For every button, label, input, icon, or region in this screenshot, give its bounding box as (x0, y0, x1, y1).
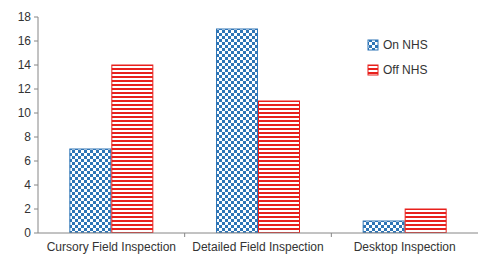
bar (112, 65, 153, 233)
y-tick-label: 0 (24, 226, 31, 240)
legend: On NHS Off NHS (368, 38, 428, 77)
chart-svg: 0 2 4 6 8 10 12 14 16 18 Cursory Field Inspection D… (0, 0, 480, 270)
legend-swatch (368, 40, 378, 50)
x-tick (184, 233, 185, 237)
y-tick (34, 233, 38, 234)
y-tick (34, 137, 38, 138)
y-tick-label: 14 (18, 58, 32, 72)
y-tick-label: 12 (18, 82, 32, 96)
x-axis (38, 233, 478, 234)
y-tick-label: 18 (18, 10, 32, 24)
bars (70, 29, 446, 233)
y-tick (34, 113, 38, 114)
y-tick-label: 10 (18, 106, 32, 120)
bar (70, 149, 111, 233)
bar (217, 29, 258, 233)
y-axis (38, 17, 39, 233)
y-tick (34, 17, 38, 18)
y-tick-label: 4 (24, 178, 31, 192)
x-tick-label: Cursory Field Inspection (47, 240, 176, 254)
y-tick (34, 209, 38, 210)
x-tick-label: Desktop Inspection (354, 240, 456, 254)
y-tick-label: 8 (24, 130, 31, 144)
legend-label: Off NHS (383, 63, 427, 77)
x-tick-label: Detailed Field Inspection (192, 240, 323, 254)
y-tick (34, 161, 38, 162)
y-tick (34, 89, 38, 90)
bar (363, 221, 404, 233)
x-tick (331, 233, 332, 237)
legend-swatch (368, 65, 378, 75)
bar (405, 209, 446, 233)
y-tick-label: 16 (18, 34, 32, 48)
chart-root: 0 2 4 6 8 10 12 14 16 18 Cursory Field Inspection D… (0, 0, 480, 270)
bar (259, 101, 300, 233)
y-tick (34, 41, 38, 42)
y-tick (34, 185, 38, 186)
y-tick-label: 6 (24, 154, 31, 168)
y-tick-label: 2 (24, 202, 31, 216)
legend-label: On NHS (383, 38, 428, 52)
y-tick (34, 65, 38, 66)
